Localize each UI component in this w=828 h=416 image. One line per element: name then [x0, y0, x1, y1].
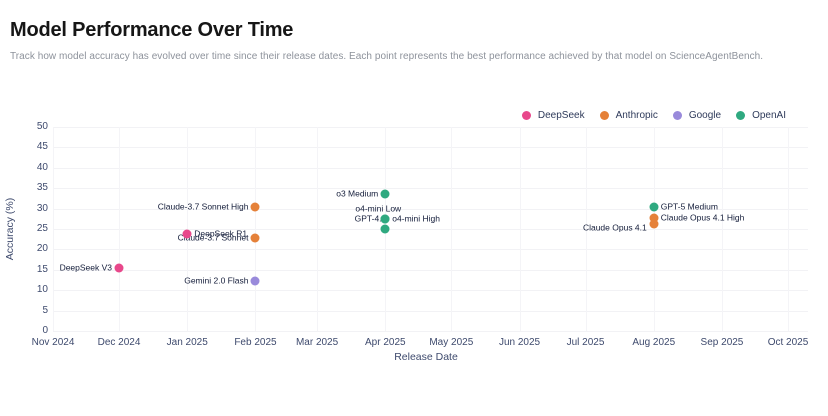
- h-gridline: [53, 269, 808, 271]
- point-label-claude-3-7-sonnet-high: Claude-3.7 Sonnet High: [157, 201, 249, 212]
- point-claude-opus-4-1[interactable]: [649, 219, 659, 229]
- point-claude-3-7-sonnet[interactable]: [250, 233, 260, 243]
- point-o3-medium[interactable]: [380, 189, 390, 199]
- h-gridline: [53, 127, 808, 128]
- h-gridline: [53, 290, 808, 292]
- y-tick-label: 50: [36, 121, 48, 132]
- y-tick-label: 10: [36, 284, 48, 296]
- y-tick-label: 15: [36, 263, 48, 275]
- point-label-o4-mini-low: o4-mini Low: [355, 203, 402, 214]
- point-label-gpt-5-medium: GPT-5 Medium: [660, 201, 718, 212]
- legend-item-google[interactable]: Google: [672, 109, 722, 121]
- y-tick-label: 40: [36, 161, 48, 173]
- v-gridline: [119, 127, 121, 331]
- x-tick-label: Jul 2025: [566, 337, 605, 348]
- h-gridline: [53, 249, 808, 251]
- y-tick-label: 20: [36, 243, 48, 255]
- x-tick-label: Nov 2024: [31, 337, 75, 348]
- legend-label: Anthropic: [615, 109, 658, 121]
- point-claude-opus-4-1-high[interactable]: [649, 213, 659, 223]
- point-label-deepseek-r1: DeepSeek R1: [194, 228, 248, 239]
- point-label-claude-opus-4-1-high: Claude Opus 4.1 High: [660, 212, 745, 223]
- legend-dot-icon: [736, 110, 746, 120]
- v-gridline: [53, 127, 54, 331]
- x-tick-label: Sep 2025: [700, 337, 744, 348]
- x-tick-label: Jan 2025: [166, 337, 208, 348]
- point-gpt-5-medium[interactable]: [649, 202, 659, 212]
- x-tick-label: May 2025: [429, 337, 474, 348]
- legend-dot-icon: [599, 110, 609, 120]
- v-gridline: [187, 127, 189, 331]
- legend-item-deepseek[interactable]: DeepSeek: [521, 109, 585, 121]
- h-gridline: [53, 310, 808, 312]
- x-tick-label: Apr 2025: [364, 337, 406, 348]
- legend-item-openai[interactable]: OpenAI: [736, 110, 786, 121]
- h-gridline: [53, 331, 808, 332]
- x-tick-label: Feb 2025: [234, 337, 277, 348]
- y-tick-label: 25: [36, 223, 48, 234]
- y-tick-label: 45: [36, 141, 48, 153]
- point-label-deepseek-v3: DeepSeek V3: [59, 262, 113, 273]
- legend-label: Google: [688, 109, 722, 121]
- legend-dot-icon: [521, 110, 531, 120]
- point-o4-mini-low[interactable]: [380, 224, 390, 234]
- v-gridline: [653, 127, 655, 331]
- v-gridline: [585, 127, 587, 331]
- point-claude-3-7-sonnet-high[interactable]: [250, 202, 260, 212]
- chart-legend: DeepSeek Anthropic Google OpenAI: [521, 108, 786, 122]
- point-label-claude-3-7-sonnet: Claude-3.7 Sonnet: [177, 232, 249, 243]
- point-label-o3-medium: o3 Medium: [336, 188, 379, 199]
- legend-label: DeepSeek: [537, 109, 585, 121]
- point-label-gpt-4-1: GPT-4.1: [354, 213, 387, 224]
- point-label-gemini-2-0-flash: Gemini 2.0 Flash: [184, 275, 249, 286]
- x-tick-label: Mar 2025: [295, 337, 339, 348]
- point-deepseek-r1[interactable]: [182, 229, 192, 239]
- y-tick-label: 0: [42, 325, 48, 336]
- x-tick-label: Dec 2024: [97, 337, 141, 348]
- point-deepseek-v3[interactable]: [114, 263, 124, 273]
- legend-item-anthropic[interactable]: Anthropic: [599, 109, 658, 121]
- v-gridline: [451, 127, 453, 331]
- point-label-o4-mini-high: o4-mini High: [392, 213, 440, 224]
- x-tick-label: Oct 2025: [767, 337, 809, 348]
- v-gridline: [788, 127, 789, 331]
- plot-area: DeepSeek V3 DeepSeek R1 Claude-3.7 Sonnet …: [53, 127, 808, 332]
- y-tick-label: 5: [42, 304, 48, 316]
- h-gridline: [53, 147, 808, 149]
- h-gridline: [53, 188, 808, 190]
- h-gridline: [53, 167, 808, 169]
- point-gemini-2-0-flash[interactable]: [250, 276, 260, 286]
- legend-label: OpenAI: [752, 109, 786, 121]
- x-axis-title: Release Date: [394, 351, 458, 363]
- point-label-claude-opus-4-1: Claude Opus 4.1: [582, 222, 647, 233]
- page-title: Model Performance Over Time: [10, 19, 294, 42]
- h-gridline: [53, 229, 808, 230]
- x-tick-label: Aug 2025: [632, 337, 676, 348]
- point-o4-mini-high[interactable]: [380, 214, 390, 224]
- page-subtitle: Track how model accuracy has evolved ove…: [10, 51, 764, 62]
- y-tick-label: 35: [36, 182, 48, 194]
- y-tick-label: 30: [36, 202, 48, 214]
- v-gridline: [721, 127, 723, 331]
- v-gridline: [255, 127, 257, 331]
- v-gridline: [519, 127, 521, 331]
- x-tick-label: Jun 2025: [498, 337, 541, 348]
- h-gridline: [53, 208, 808, 210]
- v-gridline: [317, 127, 319, 331]
- legend-dot-icon: [672, 110, 682, 120]
